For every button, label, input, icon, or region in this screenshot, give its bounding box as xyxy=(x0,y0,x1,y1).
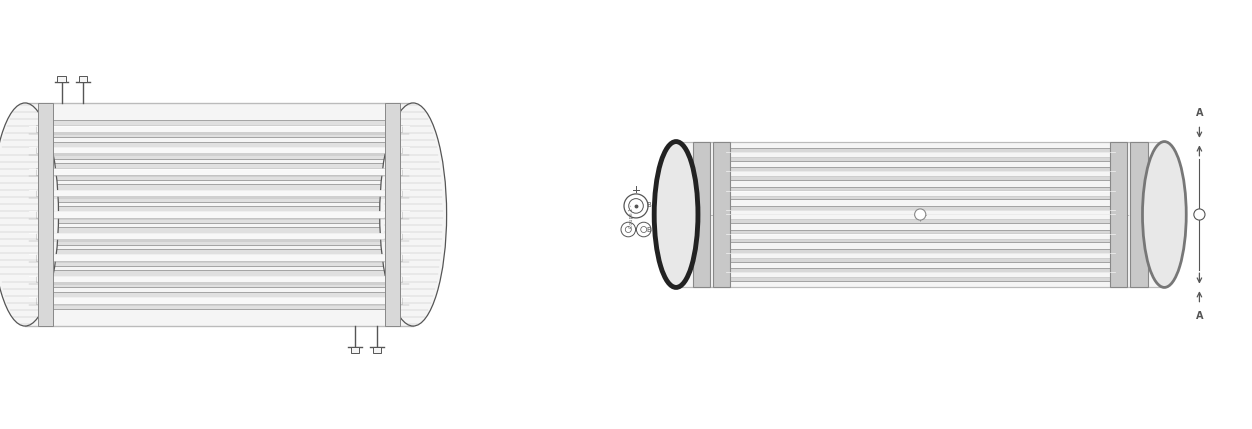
Bar xyxy=(712,142,730,287)
Ellipse shape xyxy=(0,103,59,326)
Text: A: A xyxy=(1196,311,1203,321)
Bar xyxy=(730,171,1111,176)
Bar xyxy=(730,152,1111,157)
Bar xyxy=(29,142,409,159)
Bar xyxy=(730,233,1111,239)
Bar xyxy=(692,142,710,287)
Bar xyxy=(25,103,413,326)
Bar xyxy=(730,210,1111,215)
Bar xyxy=(79,76,88,82)
Bar xyxy=(730,190,1111,196)
Bar xyxy=(676,142,1164,287)
Text: B: B xyxy=(647,202,651,208)
Bar xyxy=(726,187,1114,199)
Bar xyxy=(36,190,402,196)
Bar xyxy=(373,347,381,353)
Bar xyxy=(726,206,1114,219)
Bar xyxy=(730,272,1111,277)
Bar xyxy=(1111,142,1128,287)
Bar xyxy=(36,125,402,132)
Bar xyxy=(36,254,402,261)
Circle shape xyxy=(1194,209,1204,220)
Bar xyxy=(29,163,409,180)
Bar xyxy=(36,275,402,282)
Bar xyxy=(726,268,1114,281)
Text: Coupe 1 -: Coupe 1 - xyxy=(630,205,635,228)
Bar xyxy=(29,206,409,223)
Bar xyxy=(726,249,1114,262)
Bar xyxy=(29,184,409,202)
Ellipse shape xyxy=(379,103,447,326)
Bar xyxy=(1131,142,1148,287)
Bar xyxy=(726,167,1114,180)
Bar xyxy=(29,270,409,287)
Text: A: A xyxy=(1196,108,1203,118)
Bar xyxy=(384,103,401,326)
Bar xyxy=(36,147,402,154)
Bar xyxy=(36,233,402,239)
Bar xyxy=(351,347,359,353)
Ellipse shape xyxy=(1143,142,1186,287)
Bar xyxy=(726,210,1114,223)
Circle shape xyxy=(915,209,925,220)
Bar xyxy=(29,292,409,309)
Bar xyxy=(29,227,409,245)
Bar xyxy=(58,76,65,82)
Bar xyxy=(29,120,409,137)
Bar xyxy=(726,148,1114,161)
Ellipse shape xyxy=(655,142,697,287)
Bar xyxy=(29,249,409,266)
Bar xyxy=(38,103,54,326)
Bar xyxy=(726,230,1114,242)
Bar xyxy=(730,214,1111,219)
Bar xyxy=(36,211,402,218)
Bar xyxy=(36,297,402,304)
Text: B: B xyxy=(647,227,651,233)
Bar xyxy=(730,253,1111,258)
Bar xyxy=(36,168,402,175)
